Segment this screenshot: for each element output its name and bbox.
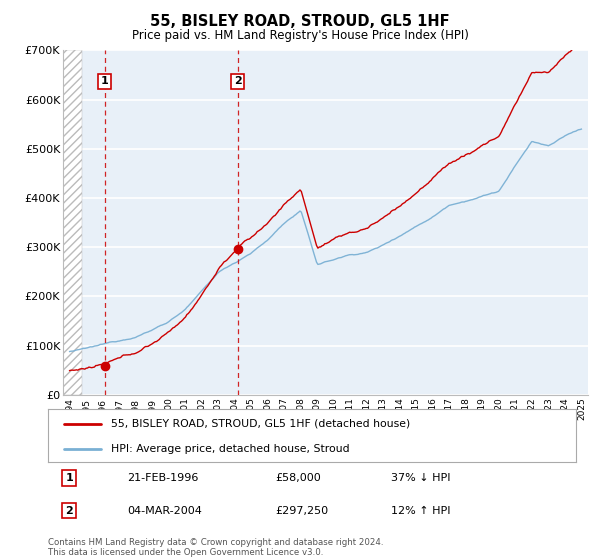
Text: 2: 2 xyxy=(65,506,73,516)
Text: Price paid vs. HM Land Registry's House Price Index (HPI): Price paid vs. HM Land Registry's House … xyxy=(131,29,469,42)
Text: 55, BISLEY ROAD, STROUD, GL5 1HF: 55, BISLEY ROAD, STROUD, GL5 1HF xyxy=(150,14,450,29)
Text: Contains HM Land Registry data © Crown copyright and database right 2024.
This d: Contains HM Land Registry data © Crown c… xyxy=(48,538,383,557)
Text: 12% ↑ HPI: 12% ↑ HPI xyxy=(391,506,451,516)
Text: 2: 2 xyxy=(233,76,241,86)
Text: 55, BISLEY ROAD, STROUD, GL5 1HF (detached house): 55, BISLEY ROAD, STROUD, GL5 1HF (detach… xyxy=(112,419,410,429)
Text: 21-FEB-1996: 21-FEB-1996 xyxy=(127,473,199,483)
Text: 04-MAR-2004: 04-MAR-2004 xyxy=(127,506,202,516)
Text: 1: 1 xyxy=(101,76,109,86)
Text: 1: 1 xyxy=(65,473,73,483)
Text: HPI: Average price, detached house, Stroud: HPI: Average price, detached house, Stro… xyxy=(112,444,350,454)
Text: £297,250: £297,250 xyxy=(275,506,328,516)
Text: 37% ↓ HPI: 37% ↓ HPI xyxy=(391,473,451,483)
Text: £58,000: £58,000 xyxy=(275,473,321,483)
